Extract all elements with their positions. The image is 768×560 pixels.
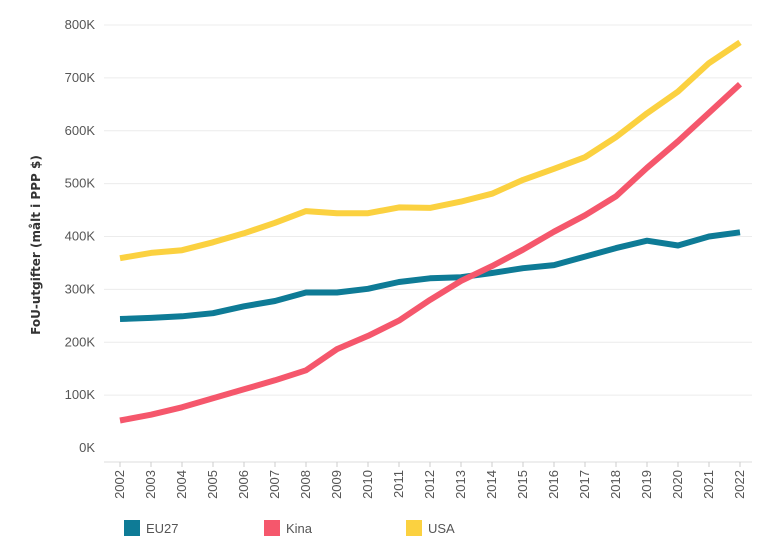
x-tick-label: 2002 (112, 470, 127, 499)
legend-swatch (406, 520, 422, 536)
legend-label: Kina (286, 521, 313, 536)
x-tick-label: 2008 (298, 470, 313, 499)
y-tick-label: 500K (65, 176, 96, 191)
y-tick-label: 800K (65, 17, 96, 32)
x-tick-label: 2007 (267, 470, 282, 499)
series-line-eu27 (119, 229, 741, 322)
series-line-usa (119, 39, 742, 262)
y-tick-label: 100K (65, 387, 96, 402)
gridlines (104, 24, 752, 463)
y-tick-label: 0K (79, 440, 95, 455)
y-tick-label: 600K (65, 123, 96, 138)
legend-item-usa: USA (406, 520, 455, 536)
legend-swatch (264, 520, 280, 536)
x-tick-label: 2009 (329, 470, 344, 499)
legend: EU27 Kina USA (124, 520, 455, 536)
x-tick-label: 2014 (484, 470, 499, 499)
y-tick-label: 200K (65, 334, 96, 349)
y-tick-label: 300K (65, 281, 96, 296)
x-tick-label: 2003 (143, 470, 158, 499)
x-tick-label: 2006 (236, 470, 251, 499)
x-tick-label: 2019 (639, 470, 654, 499)
x-tick-label: 2021 (701, 470, 716, 499)
x-tick-label: 2005 (205, 470, 220, 499)
legend-label: EU27 (146, 521, 179, 536)
legend-item-kina: Kina (264, 520, 313, 536)
y-tick-label: 400K (65, 229, 96, 244)
series-line-kina (119, 81, 743, 424)
y-tick-label: 700K (65, 70, 96, 85)
legend-label: USA (428, 521, 455, 536)
x-tick-label: 2022 (732, 470, 747, 499)
x-tick-label: 2004 (174, 470, 189, 499)
legend-swatch (124, 520, 140, 536)
x-tick-label: 2012 (422, 470, 437, 499)
x-axis-ticks: 2002 2003 2004 2005 2006 2007 2008 2009 2010 2011… (112, 462, 747, 499)
legend-item-eu27: EU27 (124, 520, 179, 536)
x-tick-label: 2015 (515, 470, 530, 499)
y-axis-ticks: 0K 100K 200K 300K 400K 500K 600K 700K 800K (65, 17, 96, 455)
x-tick-label: 2016 (546, 470, 561, 499)
x-tick-label: 2010 (360, 470, 375, 499)
x-tick-label: 2020 (670, 470, 685, 499)
x-tick-label: 2011 (391, 470, 406, 498)
x-tick-label: 2017 (577, 470, 592, 499)
x-tick-label: 2013 (453, 470, 468, 499)
y-axis-label: FoU-utgifter (målt i PPP $) (29, 155, 43, 335)
series-lines (119, 39, 743, 424)
x-tick-label: 2018 (608, 470, 623, 499)
